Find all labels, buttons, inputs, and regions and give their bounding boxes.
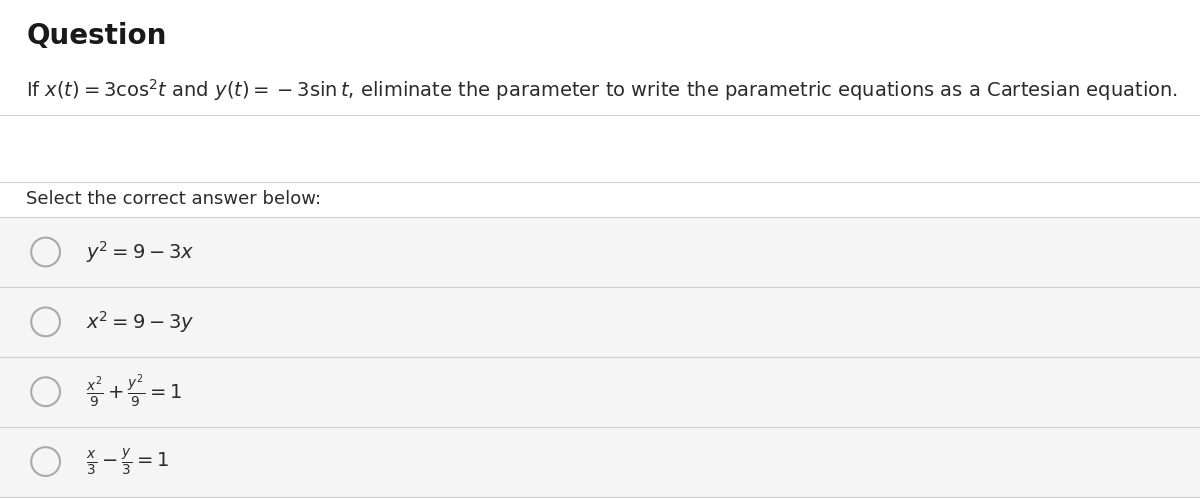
Text: Question: Question (26, 22, 167, 50)
Bar (0, 217, 1200, 287)
Text: Select the correct answer below:: Select the correct answer below: (26, 190, 322, 208)
Text: If $x(t) = 3\cos^2\!t$ and $y(t) = -3\sin t$, eliminate the parameter to write t: If $x(t) = 3\cos^2\!t$ and $y(t) = -3\si… (26, 77, 1178, 103)
Text: $x^2 = 9 - 3y$: $x^2 = 9 - 3y$ (86, 309, 196, 335)
Bar (0, 287, 1200, 357)
Text: $\frac{x}{3} - \frac{y}{3} = 1$: $\frac{x}{3} - \frac{y}{3} = 1$ (86, 446, 169, 477)
Bar (0, 427, 1200, 497)
Text: $y^2 = 9 - 3x$: $y^2 = 9 - 3x$ (86, 239, 194, 265)
Bar (0, 357, 1200, 427)
Text: $\frac{x^2}{9} + \frac{y^2}{9} = 1$: $\frac{x^2}{9} + \frac{y^2}{9} = 1$ (86, 373, 182, 410)
